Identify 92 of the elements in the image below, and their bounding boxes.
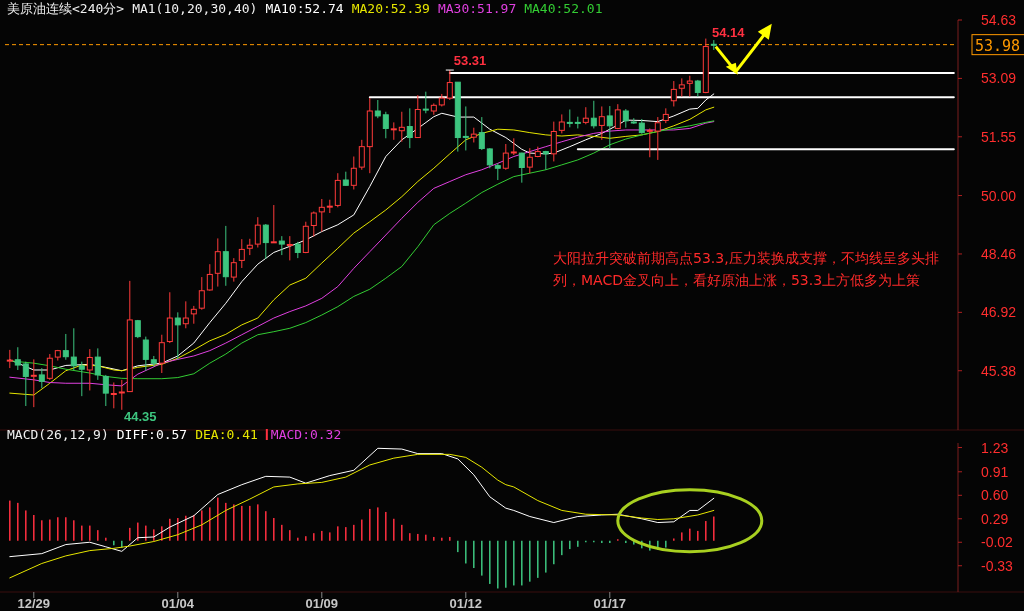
candlestick xyxy=(670,80,677,107)
candlestick xyxy=(30,358,37,408)
ref-line-label: 53.98 xyxy=(975,36,1021,55)
candlestick xyxy=(686,75,693,98)
candlestick xyxy=(398,111,405,143)
candlestick xyxy=(174,311,181,361)
y-tick-label: 0.91 xyxy=(981,463,1009,480)
candlestick xyxy=(310,210,317,238)
legend-label: MACD:0.32 xyxy=(270,427,342,442)
candlestick xyxy=(286,235,293,261)
candlestick xyxy=(614,103,621,130)
candlestick xyxy=(6,349,13,369)
candlestick xyxy=(142,336,149,372)
line-series xyxy=(9,447,715,558)
candlestick xyxy=(94,347,101,381)
candlestick xyxy=(270,204,277,244)
candlestick xyxy=(598,105,605,141)
candlestick xyxy=(422,91,429,114)
candlestick xyxy=(526,147,533,174)
y-tick-label: 0.29 xyxy=(981,510,1009,527)
x-tick-label: 12/29 xyxy=(17,596,51,611)
candlestick xyxy=(214,237,221,288)
candlestick xyxy=(646,127,653,158)
y-tick-label: 1.23 xyxy=(981,439,1009,456)
candlestick xyxy=(350,156,357,190)
x-tick-label: 01/09 xyxy=(305,596,339,611)
y-tick-label: 54.63 xyxy=(981,12,1017,28)
candlestick xyxy=(590,100,597,129)
annotation: 大阳拉升突破前期高点53.3,压力装换成支撑，不均线呈多头排列，MACD金叉向上，看好原油上涨，53.3上方低多为上策 xyxy=(553,250,939,288)
candlestick xyxy=(558,113,565,134)
y-tick-label: -0.02 xyxy=(981,534,1014,551)
y-tick-label: 45.38 xyxy=(981,362,1017,379)
text: MA40:52.01 xyxy=(524,1,603,16)
candlestick xyxy=(478,116,485,151)
candlestick xyxy=(622,108,629,129)
legend-title: MACD(26,12,9) xyxy=(7,427,109,442)
text: MA10:52.74 xyxy=(265,1,344,16)
y-tick-label: 50.00 xyxy=(981,187,1017,204)
candlestick xyxy=(230,257,237,283)
y-tick-label: 46.92 xyxy=(981,304,1017,321)
candlestick xyxy=(358,139,365,171)
candlestick xyxy=(518,152,525,184)
candlestick xyxy=(62,333,69,361)
y-tick-label: 48.46 xyxy=(981,245,1017,262)
candlestick xyxy=(606,105,613,150)
candlestick xyxy=(102,374,109,407)
candlestick xyxy=(406,107,413,149)
chart-title: 美原油连续<240分> xyxy=(7,1,125,16)
candlestick xyxy=(78,361,85,397)
candlestick xyxy=(46,353,53,381)
text: MA20:52.39 xyxy=(351,1,430,16)
text: MA30:51.97 xyxy=(437,1,517,16)
candlestick xyxy=(238,238,245,269)
y-tick-label: -0.33 xyxy=(981,557,1014,574)
candlestick xyxy=(318,198,325,233)
candlestick xyxy=(22,361,29,407)
y-tick-label: 53.09 xyxy=(981,70,1017,87)
candlestick xyxy=(182,300,189,329)
candlestick xyxy=(678,77,685,98)
text: DEA:0.41 xyxy=(195,427,258,442)
candlestick xyxy=(38,367,45,389)
candlestick xyxy=(166,291,173,344)
x-tick-label: 01/04 xyxy=(161,596,195,611)
x-tick-label: 01/12 xyxy=(449,596,483,611)
candlestick xyxy=(654,116,661,161)
annotation: 54.14 xyxy=(712,25,746,40)
candlestick xyxy=(502,143,509,171)
y-tick-label: 0.60 xyxy=(981,487,1009,504)
annotation: 53.31 xyxy=(453,53,487,69)
candlestick xyxy=(550,121,557,162)
line-series xyxy=(9,453,715,579)
candlestick xyxy=(158,334,165,374)
candlestick xyxy=(70,327,77,371)
candlestick xyxy=(462,105,469,151)
x-tick-label: 01/17 xyxy=(593,596,627,611)
annotation: 44.35 xyxy=(124,409,157,424)
candlestick xyxy=(262,223,269,260)
candlestick xyxy=(382,111,389,139)
candlestick xyxy=(374,99,381,119)
text: DIFF:0.57 xyxy=(116,427,188,442)
candlestick xyxy=(254,216,261,249)
candlestick xyxy=(118,379,125,411)
candlestick xyxy=(14,346,21,371)
candlestick xyxy=(198,276,205,311)
candlestick xyxy=(486,147,493,169)
candlestick xyxy=(278,235,285,256)
y-tick-label: 51.55 xyxy=(981,128,1017,145)
candlestick xyxy=(206,263,213,292)
candlestick xyxy=(86,348,93,391)
legend-title: MA1(10,20,30,40) xyxy=(132,1,258,16)
candlestick xyxy=(390,121,397,141)
candlestick xyxy=(110,382,117,409)
